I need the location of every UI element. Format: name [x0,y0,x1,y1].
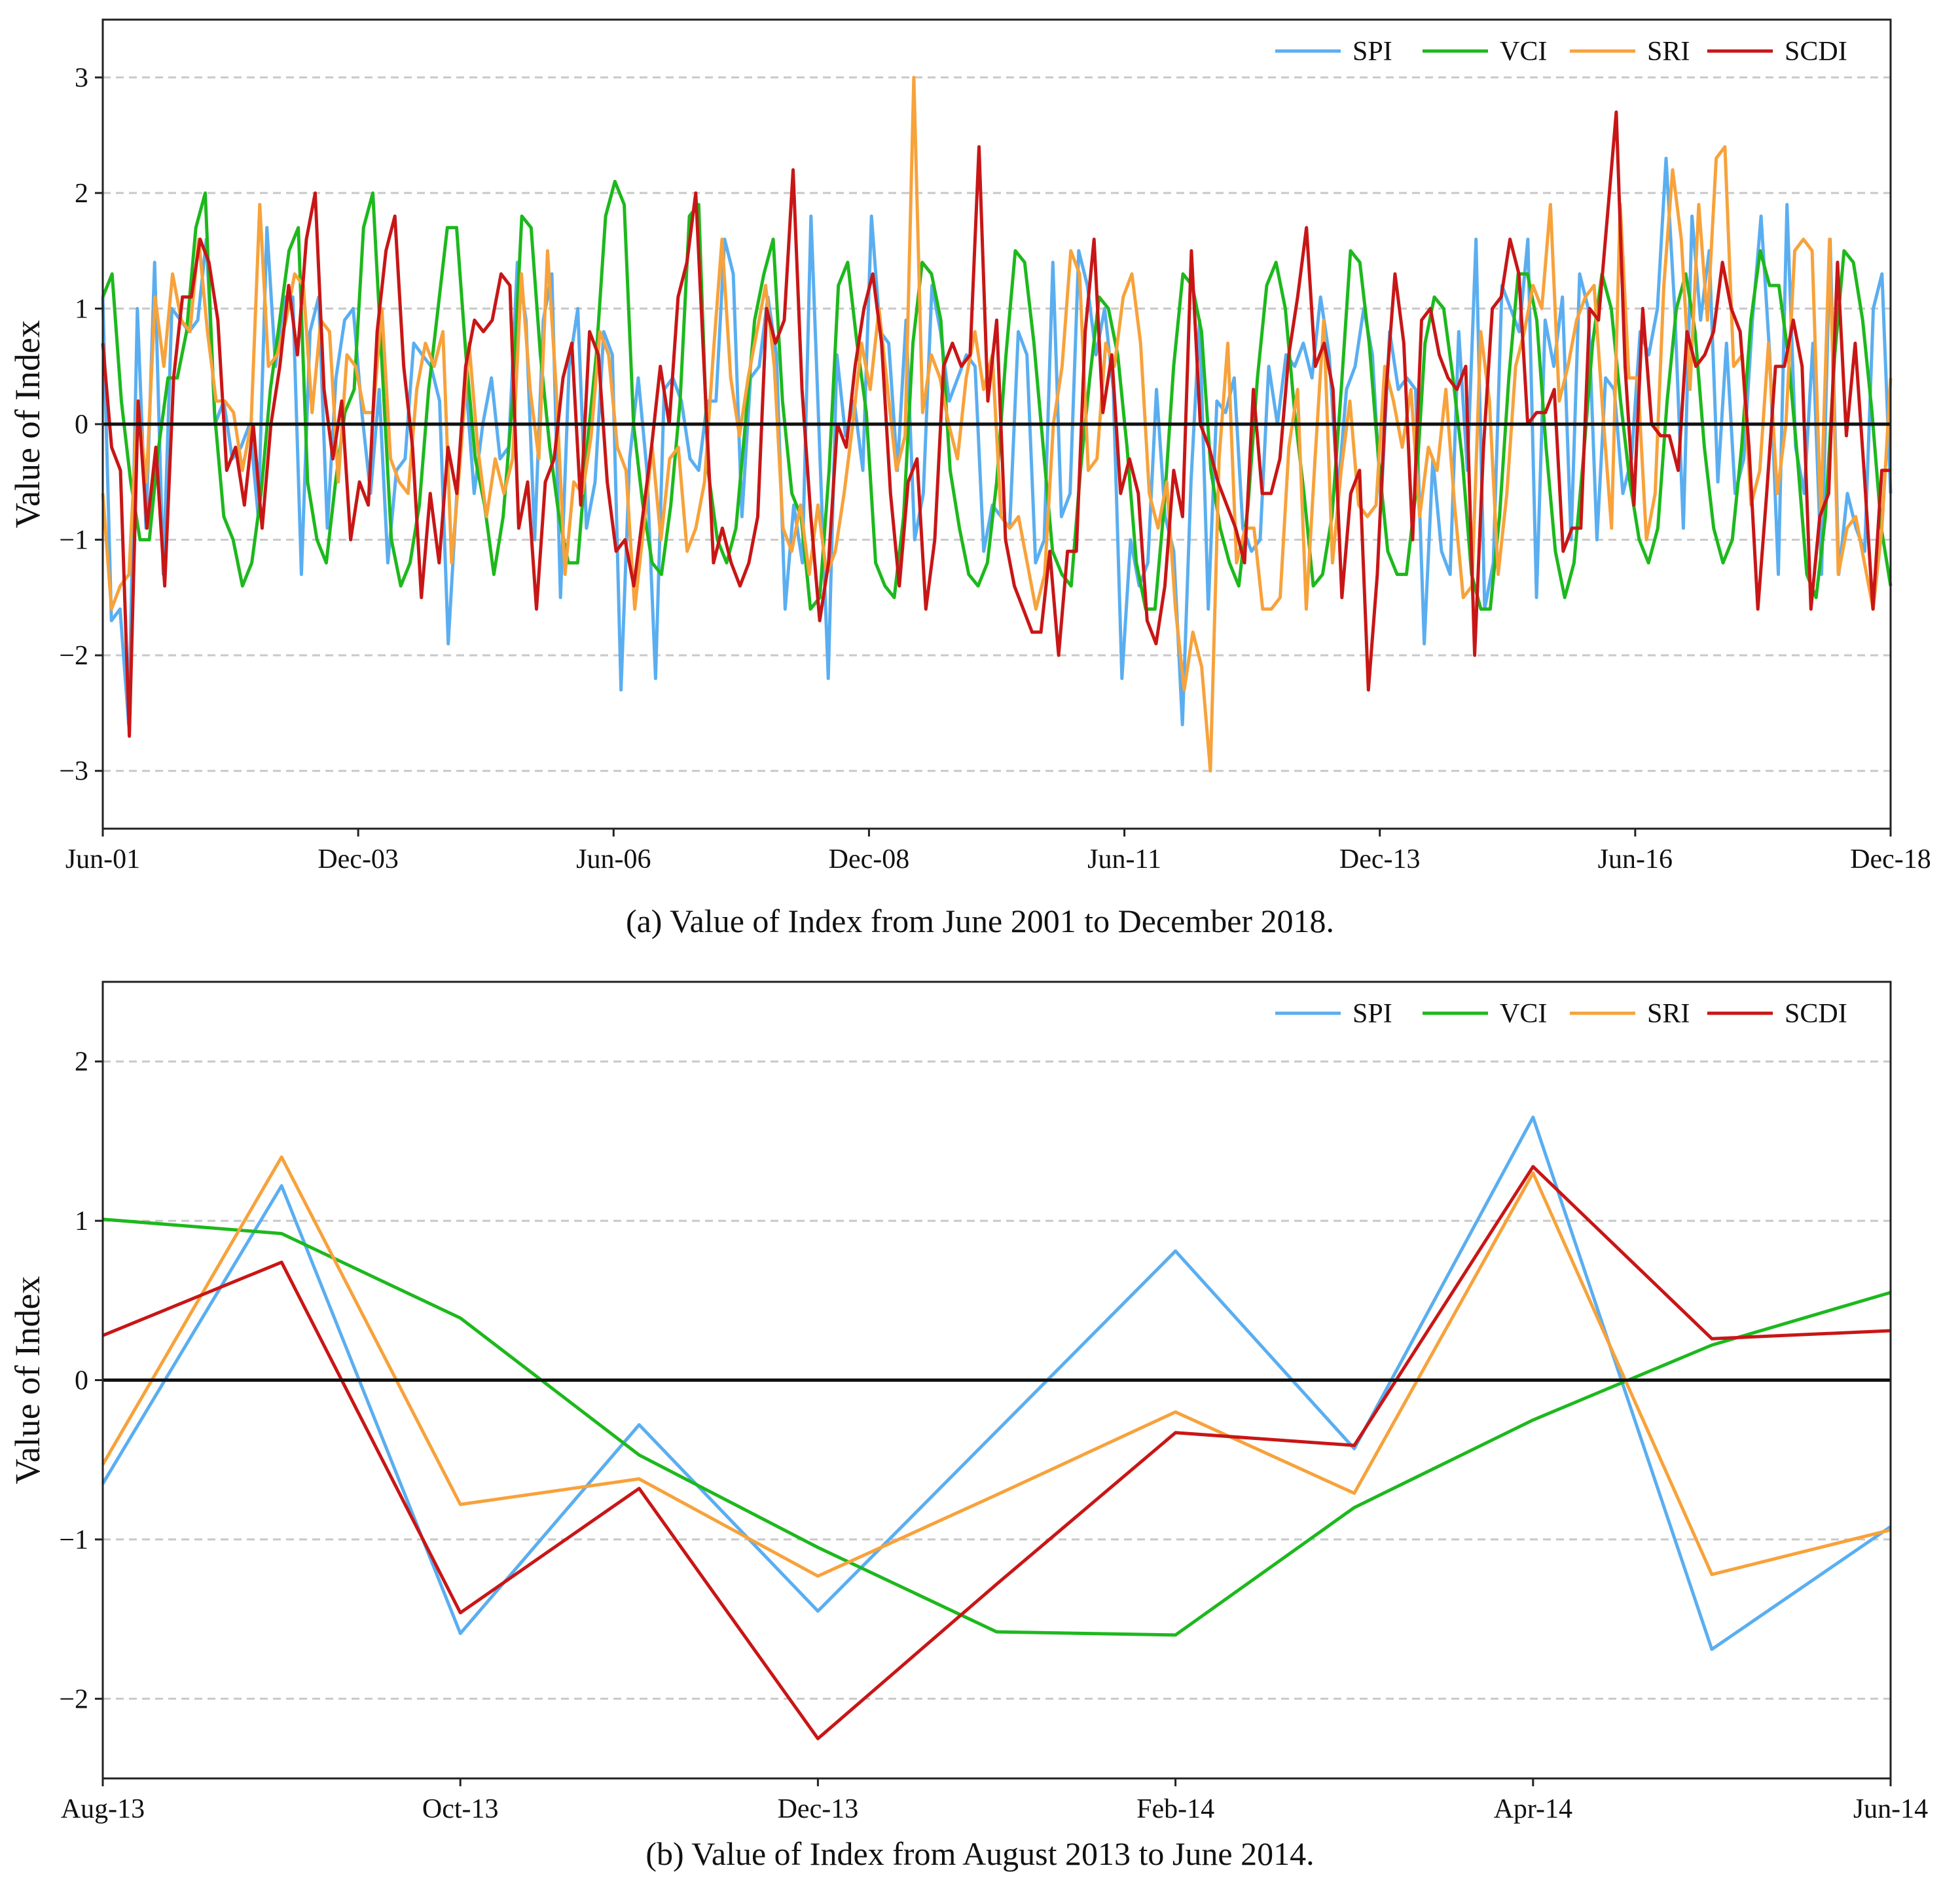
x-tick-label: Jun-11 [1087,844,1161,874]
x-tick-label: Dec-03 [318,844,399,874]
x-tick-label: Aug-13 [61,1794,145,1824]
x-tick-label: Dec-18 [1850,844,1931,874]
y-tick-label: −2 [59,1684,88,1714]
x-tick-label: Jun-01 [65,844,140,874]
legend: SPI VCI SRI SCDI [1275,999,1847,1029]
x-tick-label: Jun-16 [1598,844,1673,874]
legend-label-vci: VCI [1500,999,1547,1029]
y-tick-label: −1 [59,1525,88,1555]
series-line-vci [102,1217,1891,1637]
x-tick-label: Jun-14 [1853,1794,1928,1824]
legend-label-scdi: SCDI [1785,999,1847,1029]
x-tick-label: Oct-13 [422,1794,499,1824]
y-tick-label: 0 [75,410,88,440]
y-tick-label: 0 [75,1366,88,1396]
x-tick-label: Jun-06 [576,844,651,874]
series-line-scdi [102,1164,1891,1740]
x-tick-label: Feb-14 [1136,1794,1214,1824]
legend-label-sri: SRI [1647,999,1690,1029]
chart-a-svg: 3 2 1 0 −1 −2 −3 Jun-01 Dec-03 Jun-06 Dec-08 Jun-11… [8,18,1931,874]
y-tick-label: 1 [75,1206,88,1236]
x-tick-label: Apr-14 [1494,1794,1572,1824]
series-line-vci [101,179,1893,611]
y-axis-label: Value of Index [8,320,47,528]
y-tick-label: 3 [75,63,88,93]
x-tick-label: Dec-13 [778,1794,859,1824]
y-tick-label: −3 [59,757,88,787]
y-tick-label: −2 [59,641,88,671]
y-tick-label: 1 [75,294,88,324]
chart-a-caption: (a) Value of Index from June 2001 to Dec… [625,903,1335,939]
chart-panel-a: 3 2 1 0 −1 −2 −3 Jun-01 Dec-03 Jun-06 Dec-08 Jun-11… [8,18,1931,939]
y-tick-label: 2 [75,1047,88,1077]
chart-panel-b: 2 1 0 −1 −2 Aug-13 Oct-13 Dec-13 Feb-14 Apr-14 Jun… [0,956,1960,1891]
legend: SPI VCI SRI SCDI [1275,37,1847,67]
x-tick-label: Dec-13 [1339,844,1421,874]
chart-b-caption: (b) Value of Index from August 2013 to J… [645,1835,1315,1872]
legend-label-scdi: SCDI [1785,37,1847,67]
chart-b-svg: 2 1 0 −1 −2 Aug-13 Oct-13 Dec-13 Feb-14 Apr-14 Jun… [8,981,1928,1824]
series-line-sri [101,75,1893,773]
legend-label-spi: SPI [1352,999,1392,1029]
legend-label-vci: VCI [1500,37,1547,67]
y-tick-label: 2 [75,179,88,209]
legend-label-spi: SPI [1352,37,1392,67]
x-tick-label: Dec-08 [829,844,910,874]
series-line-sri [101,1155,1891,1578]
y-tick-label: −1 [59,526,88,556]
y-axis-label: Value of Index [8,1276,47,1485]
series-line-scdi [101,110,1891,738]
legend-label-sri: SRI [1647,37,1690,67]
series-line-spi [101,1115,1892,1651]
